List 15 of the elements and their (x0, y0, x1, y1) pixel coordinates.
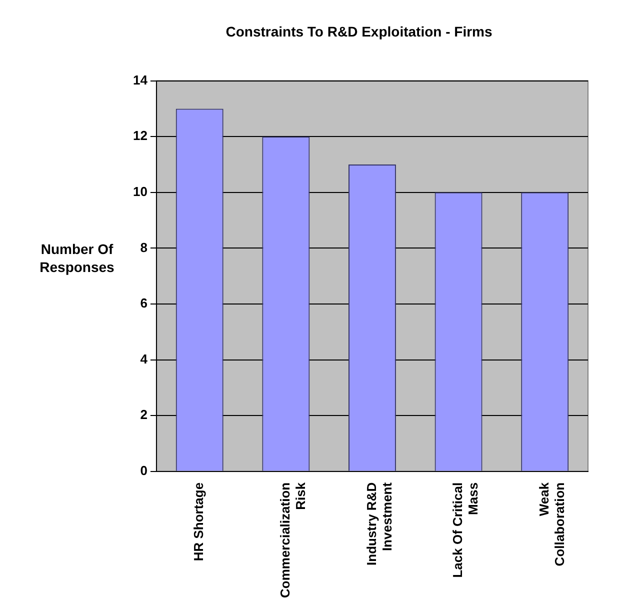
chart-title: Constraints To R&D Exploitation - Firms (226, 23, 492, 40)
x-tick-label: Industry R&D Investment (364, 482, 394, 566)
y-tick-label: 10 (132, 184, 148, 199)
x-tick-label: HR Shortage (191, 482, 206, 562)
y-tick-label: 12 (132, 128, 148, 144)
y-axis-title: Number Of Responses (38, 240, 116, 276)
y-tick-label: 2 (140, 407, 148, 422)
y-tick-label: 4 (140, 351, 148, 366)
y-tick-label: 14 (132, 72, 148, 88)
y-tick-label: 0 (140, 462, 148, 478)
x-tick-label: Weak Collaboration (536, 482, 568, 566)
y-tick-label: 8 (140, 240, 148, 255)
y-tick-label: 6 (140, 296, 148, 311)
x-tick-label: Lack Of Critical Mass (450, 482, 481, 578)
x-tick-label: Commercialization Risk (278, 482, 308, 598)
